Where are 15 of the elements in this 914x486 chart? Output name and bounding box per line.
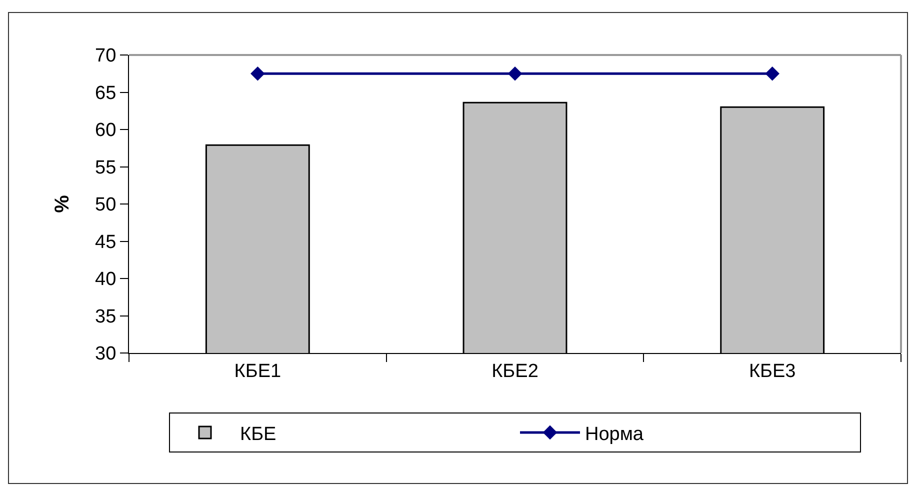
y-axis-title: %: [52, 194, 74, 213]
y-tick-label: 35: [95, 306, 116, 328]
legend-label: Норма: [585, 424, 644, 445]
legend-label: КБЕ: [240, 424, 276, 445]
x-tick-label: КБЕ1: [234, 360, 282, 382]
x-tick-label: КБЕ2: [492, 360, 538, 382]
y-tick-label: 30: [95, 344, 116, 365]
y-tick-label: 55: [95, 157, 116, 178]
y-tick-label: 70: [95, 46, 116, 67]
y-tick-label: 40: [95, 269, 116, 290]
y-tick-label: 50: [95, 194, 116, 216]
y-tick-label: 60: [95, 120, 116, 142]
y-tick-label: 45: [95, 232, 116, 253]
y-tick-label: 65: [95, 82, 116, 104]
x-tick-label: КБЕ3: [748, 360, 796, 382]
